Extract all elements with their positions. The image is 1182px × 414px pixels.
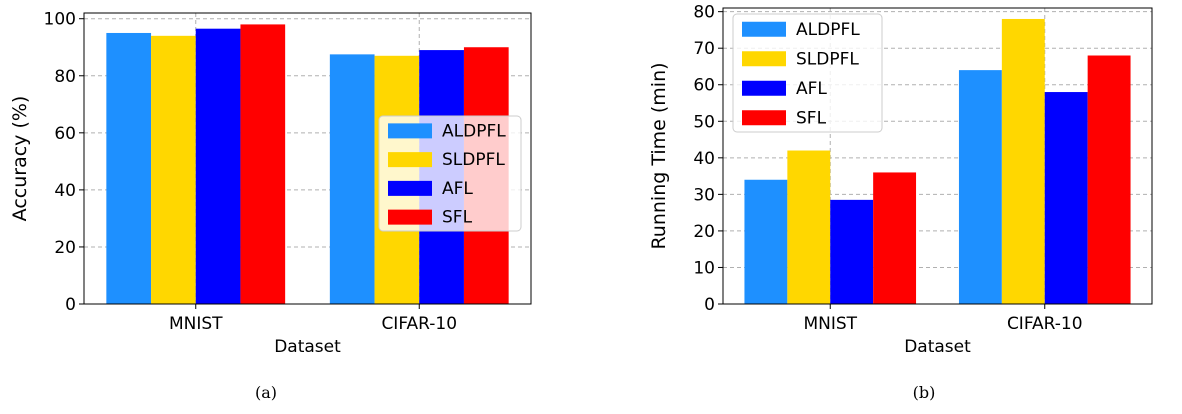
- bar-afl-mnist: [195, 28, 241, 305]
- y-tick-label: 60: [54, 124, 76, 144]
- legend-swatch-afl: [742, 80, 786, 96]
- legend-swatch-sldpfl: [388, 152, 432, 168]
- legend-swatch-sldpfl: [742, 51, 786, 67]
- legend-swatch-sfl: [742, 110, 786, 126]
- bar-sldpfl-mnist: [151, 35, 196, 305]
- legend-box: [732, 13, 883, 133]
- plot-frame: [722, 7, 1153, 305]
- x-tick-label: MNIST: [169, 314, 223, 334]
- figure-caption: (a): [255, 383, 277, 402]
- legend-label-aldpfl: ALDPFL: [796, 20, 860, 40]
- plot-frame: [83, 12, 532, 305]
- x-tick-label: MNIST: [803, 314, 857, 334]
- y-tick-label: 0: [65, 295, 76, 315]
- bar-afl-cifar-10: [1044, 92, 1088, 305]
- legend-label-sldpfl: SLDPFL: [442, 150, 505, 170]
- y-tick-label: 30: [693, 185, 715, 205]
- y-tick-label: 70: [693, 39, 715, 59]
- legend-label-sfl: SFL: [796, 108, 827, 128]
- y-tick-label: 80: [693, 3, 715, 23]
- bar-aldpfl-mnist: [106, 32, 152, 305]
- bar-aldpfl-cifar-10: [958, 70, 1002, 304]
- y-axis-label: Running Time (min): [648, 62, 670, 249]
- bar-sfl-cifar-10: [1087, 55, 1131, 305]
- y-tick-label: 20: [54, 238, 76, 258]
- legend-label-afl: AFL: [442, 179, 473, 199]
- legend-label-sldpfl: SLDPFL: [796, 49, 859, 69]
- bar-aldpfl-mnist: [744, 179, 788, 304]
- x-axis-label: Dataset: [904, 337, 971, 357]
- y-tick-label: 0: [704, 295, 715, 315]
- bar-afl-mnist: [830, 199, 874, 304]
- bar-sfl-mnist: [873, 172, 917, 304]
- y-tick-label: 80: [54, 67, 76, 87]
- y-tick-label: 40: [54, 181, 76, 201]
- y-tick-label: 10: [693, 258, 715, 278]
- y-tick-label: 50: [693, 112, 715, 132]
- figure-caption: (b): [913, 383, 936, 402]
- legend-swatch-aldpfl: [388, 123, 432, 139]
- legend-swatch-aldpfl: [742, 21, 786, 37]
- y-tick-label: 20: [693, 222, 715, 242]
- running-time-chart: 0 10 20 30 40 50 60 70 80 MNIST CIFAR-10 Dataset Run…: [648, 3, 1153, 402]
- x-axis-label: Dataset: [274, 337, 341, 357]
- legend-box: [378, 115, 522, 232]
- legend-label-sfl: SFL: [442, 208, 473, 228]
- y-axis-label: Accuracy (%): [9, 96, 31, 222]
- y-tick-label: 100: [44, 10, 76, 30]
- bar-sldpfl-mnist: [787, 150, 831, 304]
- bar-aldpfl-cifar-10: [329, 54, 375, 304]
- bar-sfl-mnist: [240, 24, 286, 304]
- accuracy-chart: 0 20 40 60 80 100 MNIST CIFAR-10 Dataset Accuracy…: [9, 10, 532, 402]
- legend-label-afl: AFL: [796, 79, 827, 99]
- x-tick-label: CIFAR-10: [381, 314, 457, 334]
- legend-swatch-afl: [388, 180, 432, 196]
- y-tick-label: 40: [693, 149, 715, 169]
- y-tick-label: 60: [693, 76, 715, 96]
- x-tick-label: CIFAR-10: [1007, 314, 1083, 334]
- legend-label-aldpfl: ALDPFL: [442, 121, 506, 141]
- bar-sldpfl-cifar-10: [1001, 18, 1045, 305]
- legend-swatch-sfl: [388, 209, 432, 225]
